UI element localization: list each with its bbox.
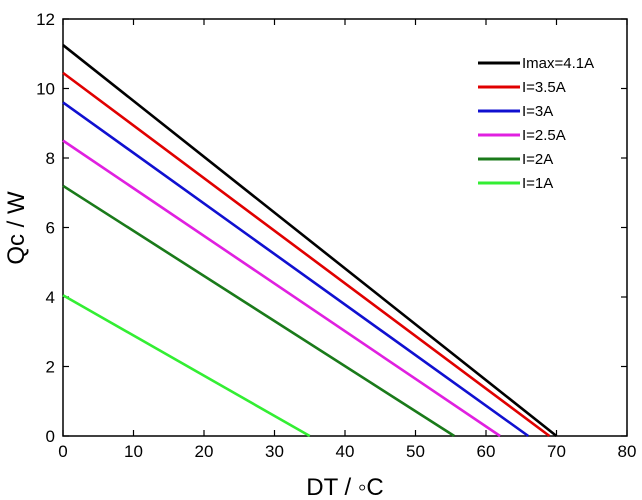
series-line-2: [62, 71, 551, 438]
x-tick-label: 50: [406, 442, 425, 461]
series-line-4: [62, 139, 501, 438]
legend-label: I=1A: [522, 175, 553, 192]
x-axis-title: DT / ◦C: [306, 474, 383, 500]
y-tick-label: 10: [36, 80, 55, 99]
series-lines: [62, 44, 558, 438]
x-tick-label: 40: [336, 442, 355, 461]
series-line-5: [62, 184, 455, 438]
legend-label: Imax=4.1A: [522, 55, 594, 72]
legend-label: I=3A: [522, 103, 553, 120]
legend-label: I=3.5A: [522, 79, 566, 96]
x-tick-label: 70: [547, 442, 566, 461]
series-line-1: [62, 44, 558, 438]
x-tick-label: 60: [477, 442, 496, 461]
axis-ticks: 0 10 20 30 40 50 60 70 80 0 2 4 6 8 10 12: [36, 10, 636, 461]
x-tick-label: 20: [195, 442, 214, 461]
legend-label: I=2A: [522, 151, 553, 168]
y-tick-label: 8: [46, 149, 55, 168]
y-tick-label: 0: [46, 427, 55, 446]
y-tick-label: 4: [46, 288, 55, 307]
x-tick-label: 30: [265, 442, 284, 461]
x-tick-label: 0: [58, 442, 67, 461]
series-line-3: [62, 101, 530, 438]
x-tick-label: 80: [618, 442, 637, 461]
legend-label: I=2.5A: [522, 127, 566, 144]
y-tick-label: 12: [36, 10, 55, 29]
y-axis-title: Qc / W: [3, 191, 30, 265]
y-tick-label: 2: [46, 358, 55, 377]
y-tick-label: 6: [46, 219, 55, 238]
series-line-6: [62, 294, 311, 438]
x-tick-label: 10: [124, 442, 143, 461]
legend: Imax=4.1A I=3.5A I=3A I=2.5A I=2A I=1A: [478, 55, 594, 192]
